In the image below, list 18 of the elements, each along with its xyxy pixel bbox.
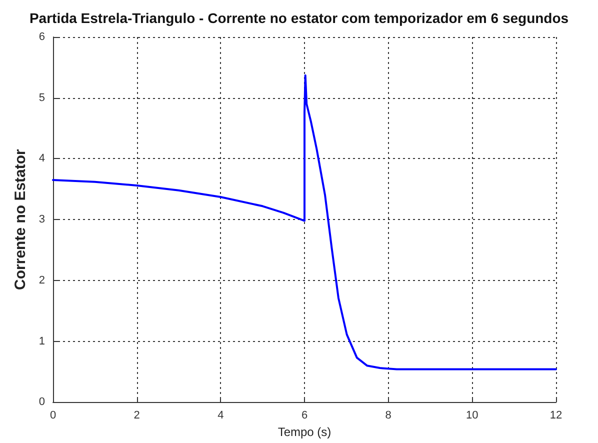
y-tick-label: 4 [38,152,45,165]
x-tick-label: 2 [134,410,140,422]
chart-title: Partida Estrela-Triangulo - Corrente no estator com temporizador em 6 segundos [29,10,569,26]
x-axis-title: Tempo (s) [278,425,332,439]
y-tick-label: 0 [38,396,45,408]
x-tick-label: 0 [50,410,56,422]
y-axis-title: Corrente no Estator [12,148,29,290]
y-tick-label: 1 [38,335,45,348]
line-series [52,74,557,370]
x-tick-label: 8 [385,410,392,422]
y-tick-label: 3 [38,214,45,226]
y-tick-label: 5 [38,92,45,104]
x-tick-label: 6 [301,410,308,422]
x-tick-label: 12 [550,410,562,422]
x-tick-label: 4 [218,410,224,422]
x-tick-label: 10 [466,410,478,422]
y-tick-label: 2 [38,274,45,286]
y-tick-label: 6 [38,31,45,43]
